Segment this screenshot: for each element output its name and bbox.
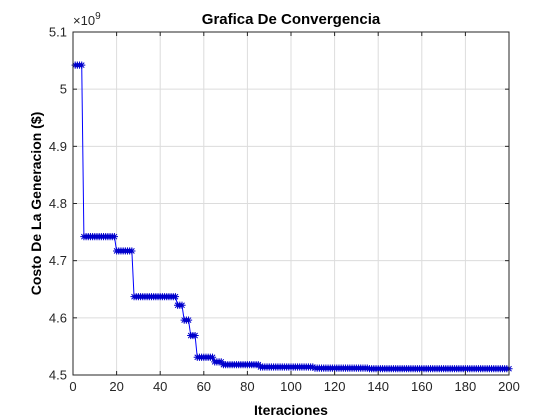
grid-layer [73,32,509,375]
data-point-marker [184,316,193,324]
data-point-marker [128,247,136,255]
tick-layer: 0 20 40 60 80 100 120 140 160 180 200 4.5 4.6 4.7 4.8 4… [49,25,520,395]
y-axis-label: Costo De La Generacion ($) [28,112,44,296]
data-point-marker [78,61,86,69]
data-point-marker [208,353,217,361]
y-tick-label: 4.5 [49,368,67,383]
y-axis-exponent: ×109 [73,11,101,28]
x-tick-label: 0 [69,379,76,394]
x-tick-label: 200 [498,379,520,394]
y-axis-exponent-power: 9 [95,11,101,22]
x-tick-label: 160 [411,379,433,394]
y-tick-label: 4.7 [49,253,67,268]
data-point-marker [191,331,199,340]
data-point-marker [363,364,371,372]
y-tick-label: 5 [60,82,67,97]
y-tick-label: 4.9 [49,139,67,154]
x-tick-label: 180 [455,379,477,394]
x-tick-label: 40 [153,379,167,394]
x-tick-label: 60 [197,379,211,394]
y-tick-label: 5.1 [49,25,67,40]
x-tick-label: 80 [240,379,254,394]
y-tick-label: 4.8 [49,196,67,211]
x-tick-label: 20 [109,379,123,394]
y-tick-label: 4.6 [49,310,67,325]
x-tick-label: 120 [324,379,346,394]
data-point-marker [110,233,119,241]
x-tick-label: 100 [280,379,302,394]
data-point-marker [171,293,180,301]
chart-title: Grafica De Convergencia [202,11,381,28]
y-axis-exponent-base: ×10 [73,13,95,28]
data-point-marker [309,363,317,371]
x-tick-label: 140 [367,379,389,394]
data-layer [71,61,513,373]
x-axis-label: Iteraciones [254,402,328,418]
data-point-marker [178,301,186,309]
